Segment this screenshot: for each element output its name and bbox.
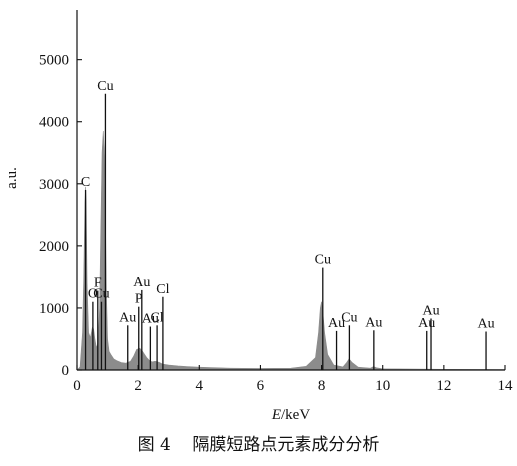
peak-label: C [81,175,90,190]
x-tick-label: 2 [134,378,142,394]
x-tick-label: 8 [318,378,326,394]
tick-layer: 0 2 4 6 8 10 12 14 0 1000 2000 3000 4000 5000 [39,53,513,394]
y-axis-title: a.u. [4,167,20,189]
peak-label: Au [119,310,136,325]
spectrum-area [76,131,506,371]
x-tick-label: 0 [73,378,81,394]
peak-label: Cu [341,310,357,325]
spectrum-layer [76,131,506,371]
x-tick-label: 10 [375,378,390,394]
x-axis-title-symbol: E [271,407,281,423]
peak-label: F [94,276,102,291]
x-tick-label: 4 [196,378,204,394]
figure-caption-text: 隔膜短路点元素成分分析 [192,435,380,455]
peak-label: Cu [97,79,113,94]
figure-caption: 图 4 隔膜短路点元素成分分析 [0,430,517,455]
peak-label: Au [365,315,382,330]
peak-label: Cu [315,253,331,268]
peak-label: Au [422,303,439,318]
peak-label: Cl [150,310,163,325]
peak-label: Au [142,312,159,327]
x-tick-label: 12 [436,378,451,394]
y-tick-label: 3000 [39,177,69,193]
y-tick-label: 1000 [39,301,69,317]
peak-label: O [88,287,98,302]
y-tick-label: 4000 [39,115,69,131]
axes-layer [76,10,505,371]
peak-label: Au [328,316,345,331]
peak-label: Au [418,316,435,331]
peak-marker-layer [84,93,487,370]
peak-label: Au [133,275,150,290]
peak-label: Cl [156,282,169,297]
figure-number: 图 4 [137,435,171,455]
y-tick-label: 2000 [39,239,69,255]
x-axis-title: E/keV [271,407,310,423]
peak-label: Cu [93,287,109,302]
y-tick-label: 0 [62,363,70,379]
peak-label: Au [477,317,494,332]
x-tick-label: 14 [498,378,514,394]
y-tick-label: 5000 [39,53,69,69]
x-tick-label: 6 [257,378,265,394]
x-axis-title-unit: /keV [281,407,310,423]
peak-label: P [135,292,143,307]
